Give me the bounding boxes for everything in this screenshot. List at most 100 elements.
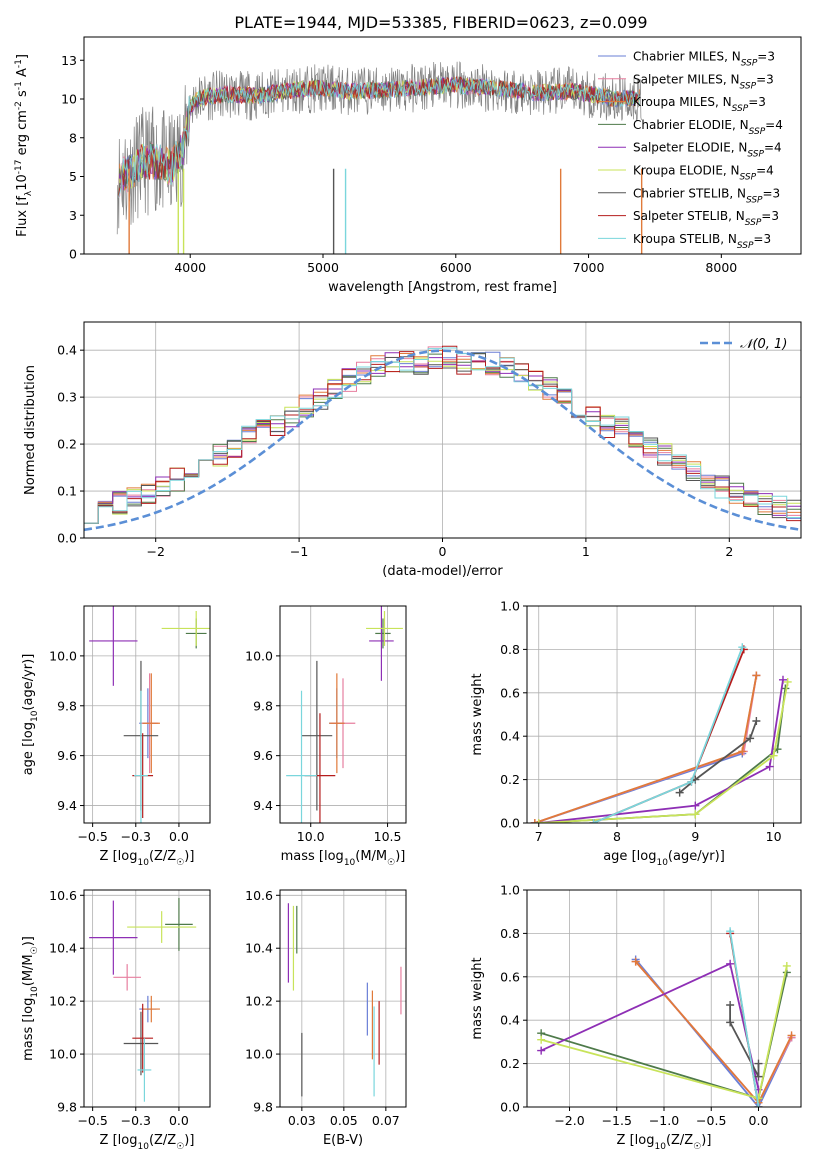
series-marker [765, 762, 774, 771]
axes-frame [279, 889, 407, 1108]
x-tick-label: 8 [613, 829, 621, 844]
point-kroupa-miles [142, 995, 160, 1023]
y-tick-label: 10.6 [245, 888, 273, 903]
x-tick-label: 6000 [440, 260, 472, 275]
series-marker [783, 677, 792, 686]
series-kroupa-miles [530, 671, 761, 823]
legend-label-chabrier-miles: Chabrier MILES, NSSP=3 [633, 50, 775, 69]
chart-age_vs_mass: 10.0 10.5 9.4 9.6 9.8 10.0 mass [log10(M/M☉)] [245, 605, 407, 868]
point-kroupa-elodie [161, 610, 210, 646]
point-salpeter-elodie [89, 606, 138, 686]
y-tick-label: 0.8 [500, 642, 520, 657]
legend-label-kroupa-miles: Kroupa MILES, NSSP=3 [633, 95, 766, 114]
chart-residuals: −2 −1 0 1 2 0.0 0.1 0.2 0.3 0.4 (data-model)/error… [23, 321, 802, 579]
x-tick-label: −1 [290, 544, 308, 559]
series-marker [589, 819, 598, 823]
x-axis-label: E(B-V) [323, 1133, 363, 1148]
chart-mass_weight_vs_age: 7 8 9 10 0.0 0.2 0.4 0.6 0.8 1.0 age [log10(age/yr… [470, 599, 802, 868]
x-tick-label: 8000 [705, 260, 737, 275]
series-marker [726, 1018, 735, 1027]
point-kroupa-stelib [134, 690, 148, 823]
series-marker [752, 717, 761, 726]
y-tick-label: 0.0 [57, 531, 77, 546]
y-tick-label: 0.0 [500, 816, 520, 831]
y-tick-label: 0.0 [500, 1100, 520, 1115]
axes-frame [279, 605, 407, 824]
point-salpeter-elodie [89, 900, 138, 975]
x-tick-label: −1.5 [602, 1113, 632, 1128]
plot-area [530, 643, 792, 823]
point-chabrier-stelib [123, 1011, 159, 1076]
y-tick-label: 10.2 [49, 994, 77, 1009]
y-tick-label: 0.4 [500, 729, 520, 744]
y-tick-label: 9.8 [253, 1100, 273, 1115]
x-tick-label: −2.0 [554, 1113, 584, 1128]
y-tick-label: 0.4 [57, 343, 77, 358]
point-kroupa-elodie [366, 610, 403, 646]
series-marker [746, 734, 755, 743]
normal-curve [84, 349, 801, 532]
y-tick-label: 9.8 [253, 698, 273, 713]
y-tick-label: 1.0 [500, 599, 520, 614]
x-tick-label: 0.07 [372, 1113, 400, 1128]
y-tick-label: 10.4 [49, 941, 77, 956]
series-marker [534, 819, 543, 823]
series-kroupa-stelib [589, 643, 747, 823]
series-marker [769, 751, 778, 760]
x-axis-label: (data-model)/error [382, 564, 503, 579]
series-line [635, 961, 793, 1105]
y-tick-label: 9.8 [57, 1100, 77, 1115]
x-tick-label: −0.5 [77, 1113, 107, 1128]
series-line [540, 962, 760, 1090]
x-tick-label: 1 [582, 544, 590, 559]
y-tick-label: 1.0 [500, 883, 520, 898]
x-tick-label: 5000 [307, 260, 339, 275]
axes-frame [526, 889, 802, 1108]
y-axis-label: Normed distribution [23, 365, 38, 495]
x-axis-label: wavelength [Angstrom, rest frame] [328, 280, 557, 295]
chart-mass_vs_EBV: 0.03 0.05 0.07 9.8 10.0 10.2 10.4 10.6 E(B-V) [245, 888, 407, 1148]
series-marker [738, 643, 747, 652]
plot-area [286, 606, 403, 823]
y-tick-label: 3 [69, 208, 77, 223]
series-marker [752, 671, 761, 680]
series-line [538, 681, 789, 823]
legend-label-kroupa-stelib: Kroupa STELIB, NSSP=3 [633, 232, 771, 251]
y-tick-label: 10 [61, 92, 77, 107]
x-tick-label: 7000 [573, 260, 605, 275]
plot-area [287, 903, 402, 1097]
axes-frame [83, 605, 211, 824]
series-marker [631, 957, 640, 966]
series-marker [754, 1094, 763, 1103]
x-axis-label: age [log10(age/yr)] [603, 849, 725, 868]
y-tick-label: 9.4 [57, 798, 77, 813]
y-tick-label: 10.6 [49, 888, 77, 903]
point-salpeter-stelib [132, 1003, 154, 1073]
y-tick-label: 0.8 [500, 926, 520, 941]
legend-label-kroupa-elodie: Kroupa ELODIE, NSSP=4 [633, 164, 774, 183]
series-marker [778, 675, 787, 684]
point-chabrier-elodie [375, 618, 391, 649]
y-tick-label: 0.3 [57, 390, 77, 405]
point-chabrier-stelib [301, 660, 333, 811]
chart-mass_vs_Z: −0.5 −0.3 0.0 9.8 10.0 10.2 10.4 10.6 Z [log10(Z… [21, 888, 211, 1152]
point-chabrier-elodie [165, 897, 193, 951]
x-axis-label: Z [log10(Z/Z☉)] [100, 1133, 195, 1152]
series-marker [726, 1001, 735, 1010]
plot-area [84, 345, 801, 532]
normal-legend-label: 𝒩(0, 1) [740, 337, 787, 352]
y-tick-label: 0.6 [500, 969, 520, 984]
series-marker [530, 819, 539, 823]
y-axis-label: mass weight [470, 673, 485, 755]
series-marker [537, 1035, 546, 1044]
series-marker [726, 927, 735, 936]
axes-frame [83, 889, 211, 1108]
y-tick-label: 10.0 [245, 648, 273, 663]
series-line [729, 1005, 760, 1078]
y-tick-label: 0.2 [500, 772, 520, 787]
series-marker [754, 1059, 763, 1068]
y-tick-label: 8 [69, 130, 77, 145]
series-marker [537, 1046, 546, 1055]
series-marker [691, 801, 700, 810]
